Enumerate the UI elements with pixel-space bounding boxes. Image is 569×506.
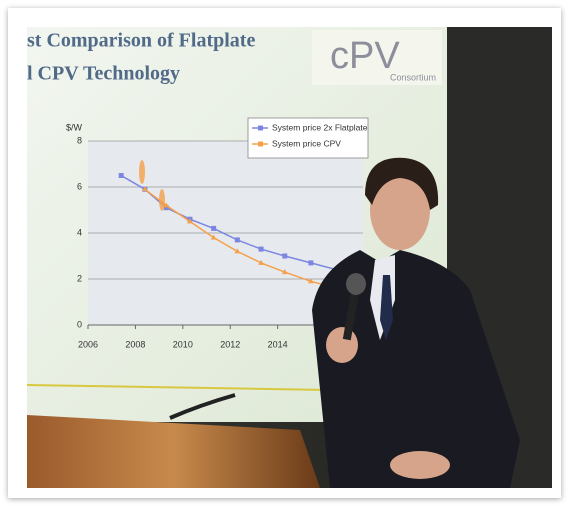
point [118,173,124,178]
x-tick-label: 2014 [268,339,288,349]
slide-title: l CPV Technology [27,63,180,85]
x-tick-label: 2012 [220,339,240,349]
point [258,259,265,265]
point [141,186,148,192]
point [163,205,169,211]
point [308,260,314,266]
point [281,269,288,275]
legend-marker [258,125,263,131]
hair [365,157,439,210]
microphone-head [346,273,366,295]
point [210,234,217,240]
y-tick-label: 4 [77,227,82,237]
y-tick-label: 2 [77,273,82,283]
legend-label: System price CPV [272,138,341,148]
logo-box [312,30,442,85]
slide-title: st Comparison of Flatplate [27,30,255,52]
point [163,202,170,208]
y-tick-label: 0 [77,319,82,329]
annotation [159,189,165,211]
y-tick-label: 8 [77,135,82,145]
annotation [139,160,145,184]
person-suit [312,250,520,488]
point [282,253,288,259]
logo: cPV [330,35,400,77]
logo-sub: Consortium [390,72,436,82]
hand [326,327,358,363]
y-axis-label: $/W [66,122,83,132]
point [234,248,241,254]
legend-items: System price 2x Flatplate System price CP… [252,122,368,148]
face [370,170,430,250]
x-tick-label: 2008 [125,339,145,349]
podium-mic [169,393,236,420]
podium [27,415,320,488]
tie [380,275,393,340]
legend [247,117,369,159]
point [211,225,217,231]
point [258,246,264,252]
y-tick-label: 6 [77,181,82,191]
legend-marker [258,141,263,147]
point [234,237,240,243]
x-tick-label: 2010 [173,339,193,349]
hand [390,451,450,479]
point [186,218,193,224]
legend-label: System price 2x Flatplate [272,122,368,132]
x-tick-label: 2006 [78,339,98,349]
point [307,278,314,284]
